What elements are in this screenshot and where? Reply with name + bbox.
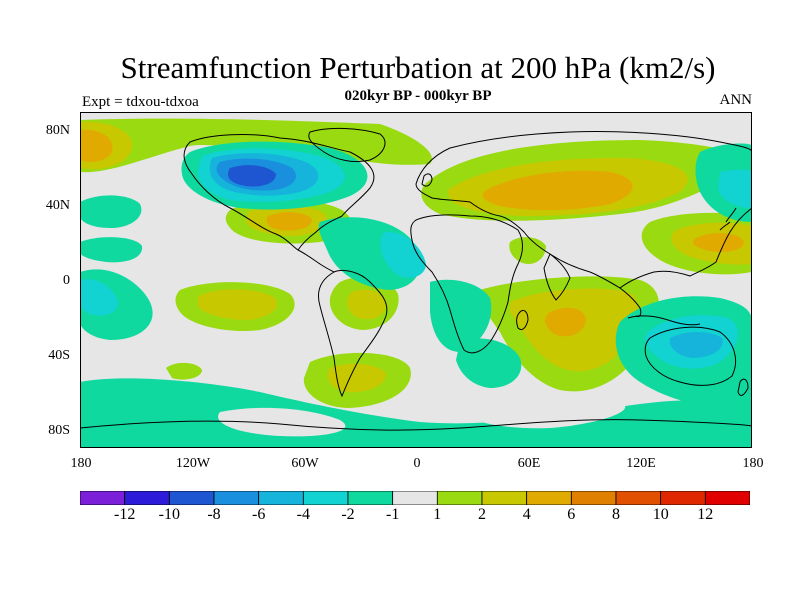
coast-africa — [410, 214, 523, 354]
colorbar-label-12: 10 — [652, 506, 669, 523]
colorbar-swatch-7 — [392, 491, 438, 505]
coast-uk — [421, 173, 433, 187]
colorbar-label-10: 6 — [567, 506, 576, 523]
colorbar-swatch-10 — [526, 491, 572, 505]
small-south-pacific-cell — [166, 362, 202, 380]
coast-japan — [719, 207, 737, 231]
colorbar-swatch-14 — [704, 491, 750, 505]
coast-new-zealand — [737, 378, 749, 396]
southern-atlantic-high-mid — [327, 363, 386, 393]
colorbar-label-3: -6 — [252, 506, 266, 523]
colorbar-swatch-4 — [258, 491, 304, 505]
colorbar-swatch-1 — [124, 491, 170, 505]
lat-tick-80n: 80N — [45, 123, 70, 138]
south-atlantic-high-mid — [347, 289, 386, 320]
colorbar-swatch-8 — [436, 491, 483, 505]
colorbar-swatch-11 — [570, 491, 617, 505]
colorbar-label-4: -4 — [296, 506, 310, 523]
southern-ocean-gap — [218, 407, 346, 437]
colorbar-swatch-2 — [168, 491, 215, 505]
season-label: ANN — [719, 92, 753, 108]
pacific-subtropical-low — [80, 195, 142, 228]
colorbar-label-9: 4 — [522, 506, 531, 523]
streamfunction-map — [80, 112, 752, 448]
south-indian-low — [456, 338, 522, 388]
coast-greenland — [308, 127, 386, 163]
coast-madagascar — [516, 309, 529, 331]
pacific-north-core — [80, 129, 113, 162]
map-frame — [80, 112, 752, 448]
colorbar-label-8: 2 — [478, 506, 486, 523]
lat-tick-40s: 40S — [48, 348, 70, 363]
indian-ocean-high-core — [545, 307, 586, 337]
lon-tick-60w: 60W — [291, 456, 319, 471]
coast-central-america — [297, 249, 335, 273]
colorbar-label-11: 8 — [612, 506, 620, 523]
colorbar-label-7: 1 — [433, 506, 442, 523]
north-america-trough-core — [227, 165, 276, 187]
colorbar-swatch-0 — [80, 491, 126, 505]
west-pacific-high-core — [692, 233, 744, 252]
map-subtitle: 020kyr BP - 000kyr BP — [344, 88, 492, 104]
colorbar-label-5: -2 — [341, 506, 355, 523]
lat-tick-80s: 80S — [48, 423, 70, 438]
coast-indonesia — [627, 315, 701, 326]
south-pacific-high-mid — [198, 289, 277, 320]
colorbar-swatch-6 — [347, 491, 394, 505]
tropical-west-pacific-low-2 — [80, 279, 118, 316]
coastlines — [80, 127, 752, 431]
lon-tick-180w: 180 — [70, 456, 92, 471]
negative-anomaly-regions — [80, 141, 752, 448]
lat-tick-40n: 40N — [45, 198, 70, 213]
coast-australia — [644, 326, 736, 386]
atlantic-high-core — [266, 212, 312, 231]
lon-tick-0: 0 — [413, 456, 421, 471]
colorbar-swatch-12 — [615, 491, 662, 505]
lon-tick-120e: 120E — [626, 456, 656, 471]
lon-tick-120w: 120W — [175, 456, 211, 471]
colorbar — [80, 491, 750, 505]
coast-south-america — [318, 269, 388, 398]
atlantic-low-inner — [380, 231, 426, 278]
far-east-low-inner — [718, 169, 752, 208]
eurasia-ridge-core — [482, 170, 633, 211]
coast-europe-asia — [415, 130, 752, 289]
colorbar-swatch-5 — [302, 491, 349, 505]
colorbar-label-0: -12 — [114, 506, 136, 523]
colorbar-label-13: 12 — [697, 506, 714, 523]
north-africa-positive — [509, 237, 546, 265]
maritime-continent-low-3 — [669, 332, 723, 358]
lon-tick-180e: 180 — [742, 456, 764, 471]
lon-tick-60e: 60E — [517, 456, 541, 471]
experiment-label: Expt = tdxou-tdxoa — [82, 94, 199, 110]
coast-north-america — [183, 134, 375, 251]
lat-tick-0: 0 — [63, 273, 70, 288]
coast-india — [543, 253, 571, 301]
colorbar-label-1: -10 — [158, 506, 180, 523]
colorbar-swatch-9 — [481, 491, 528, 505]
map-title: Streamfunction Perturbation at 200 hPa (… — [120, 50, 716, 85]
positive-anomaly-regions — [80, 118, 752, 408]
coast-antarctica — [80, 419, 752, 431]
pacific-subtropical-low-2 — [80, 237, 143, 263]
colorbar-label-2: -8 — [207, 506, 221, 523]
colorbar-swatch-3 — [213, 491, 260, 505]
colorbar-swatch-13 — [660, 491, 706, 505]
colorbar-label-6: -1 — [386, 506, 400, 523]
